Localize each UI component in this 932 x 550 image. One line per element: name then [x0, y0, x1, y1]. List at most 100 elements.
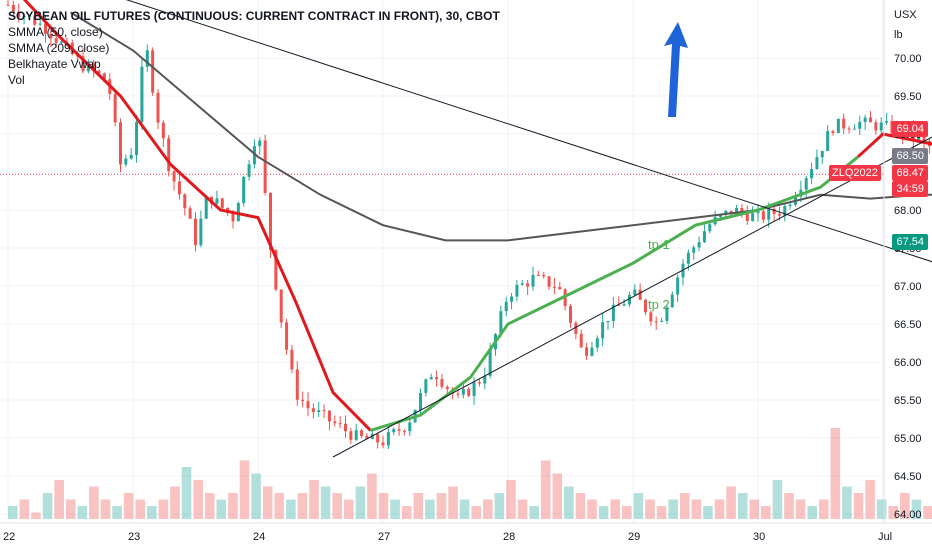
volume-bar — [286, 499, 296, 519]
price-axis[interactable]: 70.0069.5069.0068.5068.0067.5067.0066.50… — [883, 0, 922, 523]
volume-bar — [818, 499, 829, 519]
candle-body — [708, 224, 712, 232]
candle-body — [92, 63, 96, 71]
candle-body — [124, 158, 128, 165]
candle-body — [17, 11, 21, 18]
candle-body — [102, 73, 106, 80]
trendline-falling — [125, 0, 932, 263]
volume-bar — [459, 499, 470, 519]
candle-body — [804, 178, 808, 190]
candle-body — [858, 121, 862, 129]
legend-smma50[interactable]: SMMA (50, close) — [8, 25, 103, 39]
candle-body — [33, 15, 37, 25]
candle-body — [735, 208, 739, 215]
candle-body — [644, 299, 647, 313]
candle-body — [306, 401, 310, 409]
time-axis[interactable]: 22 23 24 27 28 29 30 Jul — [0, 522, 932, 543]
volume-bar — [911, 499, 922, 519]
candle-body — [627, 295, 631, 305]
legend-smma209[interactable]: SMMA (209, close) — [8, 41, 110, 55]
candle-body — [145, 50, 149, 67]
candle-body — [504, 301, 508, 312]
volume-bar — [135, 499, 146, 519]
candle-body — [161, 122, 165, 139]
candle-body — [761, 211, 765, 220]
volume-bar — [842, 486, 852, 519]
candle-body — [295, 369, 299, 400]
candle-body — [424, 379, 428, 393]
y-tick-label: 65.50 — [894, 395, 922, 407]
candle-body — [279, 289, 283, 323]
legend-title[interactable]: SOYBEAN OIL FUTURES (CONTINUOUS: CURRENT… — [8, 9, 500, 23]
volume-bar — [900, 493, 910, 519]
candle-body — [445, 386, 449, 390]
smma209-line — [69, 11, 932, 242]
volume-bar — [355, 486, 366, 519]
volume-bar — [448, 486, 458, 519]
volume-bar — [575, 493, 586, 519]
candle-body — [745, 212, 749, 221]
candle-body — [756, 211, 760, 214]
legend-vwap[interactable]: Belkhayate Vwap — [8, 57, 101, 71]
volume-bar — [529, 506, 539, 519]
volume-bar — [100, 499, 111, 519]
x-tick-label: 30 — [753, 531, 765, 543]
candle-body — [686, 252, 690, 264]
legend-vol[interactable]: Vol — [8, 73, 25, 87]
candle-body — [54, 38, 58, 43]
candle-body — [333, 421, 337, 424]
y-tick-label: 69.50 — [894, 91, 922, 103]
candle-body — [869, 117, 872, 123]
x-tick-label: 22 — [3, 531, 15, 543]
volume-bar — [158, 499, 169, 519]
candle-body — [215, 198, 219, 204]
candle-body — [11, 4, 15, 12]
candle-body — [788, 204, 792, 207]
y-tick-label: 70.00 — [894, 53, 922, 65]
candle-body — [842, 118, 846, 129]
volume-bar — [865, 480, 875, 519]
volume-bar — [633, 493, 644, 519]
candle-body — [263, 140, 267, 193]
candle-body — [183, 194, 187, 209]
volume-bar — [239, 460, 250, 519]
candle-body — [820, 150, 824, 158]
candle-body — [890, 121, 894, 134]
volume-bar — [888, 506, 899, 519]
candle-body — [344, 423, 347, 432]
candle-body — [777, 213, 781, 216]
y-tick-label: 67.00 — [894, 281, 922, 293]
volume-bar — [876, 499, 887, 519]
x-tick-label: 23 — [128, 531, 140, 543]
smma50-down-line — [22, 0, 372, 432]
up-arrow-icon[interactable] — [664, 22, 688, 117]
volume-bar — [772, 480, 783, 519]
indicator-lines — [22, 0, 932, 432]
candle-body — [917, 136, 921, 140]
unit-top: USX — [894, 9, 917, 21]
candle-body — [354, 430, 358, 440]
volume-bar — [761, 506, 771, 519]
volume-bar — [19, 499, 30, 519]
volume-bar — [204, 493, 215, 519]
candle-body — [767, 208, 771, 220]
candle-body — [810, 169, 814, 179]
candle-body — [836, 118, 840, 133]
candle-body — [558, 287, 562, 290]
candle-body — [317, 410, 321, 413]
candle-body — [815, 157, 819, 170]
volume-bar — [784, 493, 794, 519]
volume-bar — [320, 486, 331, 519]
trendlines[interactable] — [96, 0, 932, 458]
candle-body — [724, 210, 728, 215]
candle-body — [863, 117, 867, 122]
candle-body — [885, 121, 889, 123]
volume-bar — [506, 480, 516, 519]
candle-body — [269, 192, 272, 250]
candle-body — [515, 284, 519, 297]
candle-body — [536, 274, 540, 276]
volume-bar — [853, 493, 864, 519]
candle-body — [542, 275, 546, 277]
candle-body — [167, 138, 171, 172]
